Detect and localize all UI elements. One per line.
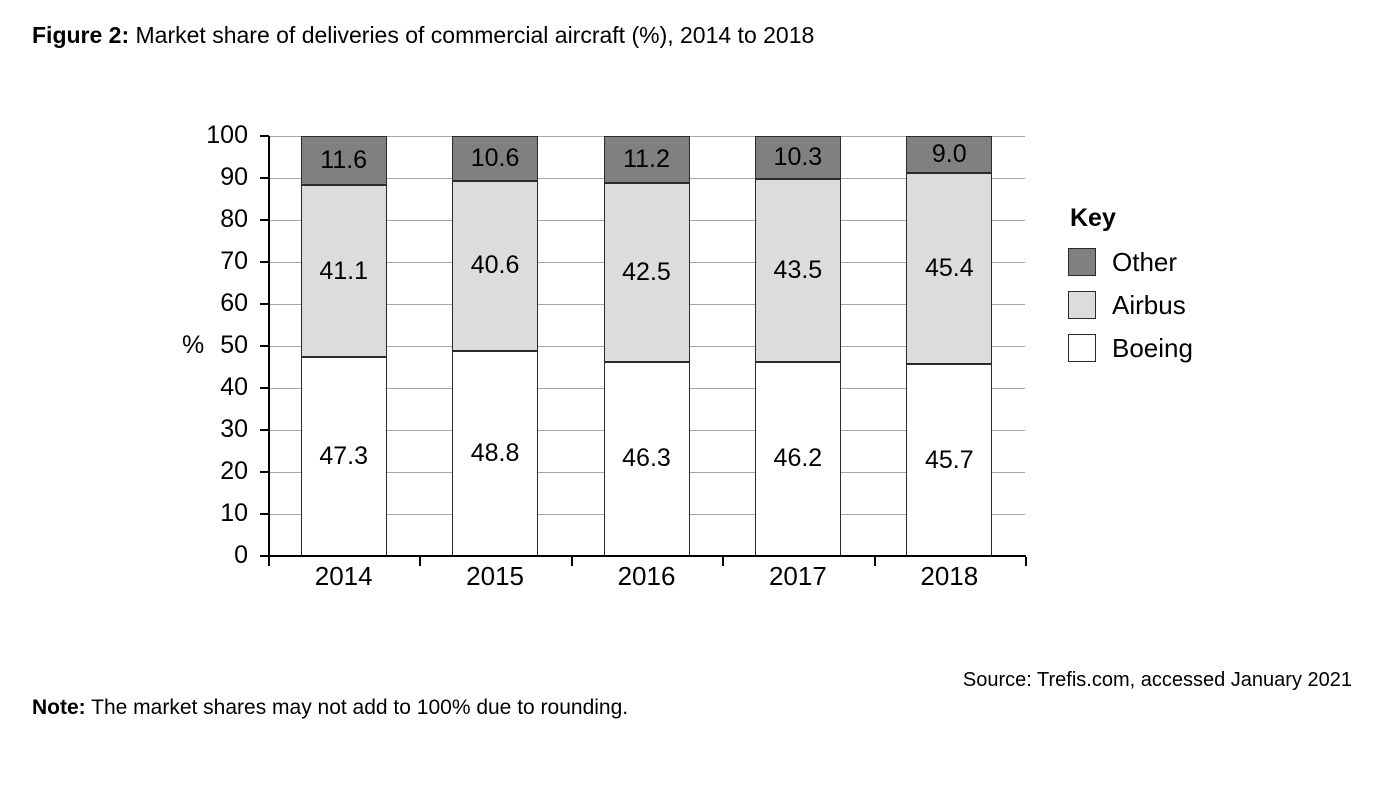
bar-segment-boeing[interactable]: 47.3 [300, 357, 387, 556]
bar-value-label: 45.4 [924, 254, 974, 283]
legend-item[interactable]: Other [1068, 240, 1193, 283]
bar-segment-other[interactable]: 11.6 [300, 136, 387, 185]
y-tick-label: 80 [220, 205, 248, 233]
x-tick-mark [570, 557, 573, 566]
x-tick-mark [268, 557, 270, 566]
bar-segment-airbus[interactable]: 42.5 [603, 183, 690, 362]
bar-value-label: 46.3 [622, 444, 671, 473]
y-tick-label: 40 [220, 373, 248, 401]
x-tick-label: 2016 [617, 561, 676, 591]
footnote: Note: The market shares may not add to 1… [32, 694, 628, 722]
chart-container: 47.3 41.1 11.6 48.8 40.6 10.6 46.3 42.5 11.2 46.2… [182, 121, 1193, 592]
bar-value-label: 45.7 [924, 445, 974, 474]
y-tick-mark [260, 261, 269, 263]
bar-value-label: 47.3 [319, 442, 369, 471]
x-tick-mark [419, 557, 422, 566]
legend-swatch-icon [1068, 247, 1096, 276]
y-tick-label: 70 [220, 247, 248, 275]
plot-area: 47.3 41.1 11.6 48.8 40.6 10.6 46.3 42.5 11.2 46.2… [268, 135, 1025, 556]
y-tick-mark [260, 555, 269, 557]
x-tick-mark [722, 557, 725, 566]
footnote-text: The market shares may not add to 100% du… [85, 696, 629, 719]
y-tick-label: 100 [206, 121, 248, 149]
y-tick-mark [260, 177, 269, 179]
bar-value-label: 10.3 [773, 143, 823, 172]
footnote-label: Note: [32, 696, 86, 719]
x-tick-label: 2014 [314, 561, 373, 591]
y-tick-label: 10 [220, 499, 248, 527]
bar-value-label: 11.2 [623, 145, 670, 174]
legend-label: Boeing [1112, 332, 1193, 363]
figure-number-label: Figure 2: [32, 22, 130, 48]
bar-value-label: 11.6 [320, 145, 368, 174]
bar-value-label: 46.2 [773, 444, 823, 473]
bar-value-label: 41.1 [319, 256, 369, 285]
y-tick-label: 30 [220, 415, 248, 443]
bar-segment-boeing[interactable]: 48.8 [452, 351, 539, 556]
bar-segment-other[interactable]: 11.2 [603, 136, 690, 184]
y-axis-line [268, 136, 270, 557]
bar-value-label: 43.5 [773, 256, 823, 285]
x-axis-line [268, 555, 1026, 557]
bar-segment-airbus[interactable]: 41.1 [300, 184, 387, 358]
y-tick-mark [260, 303, 269, 305]
y-tick-mark [260, 429, 269, 431]
legend-item[interactable]: Airbus [1068, 283, 1193, 326]
bar-value-label: 42.5 [622, 257, 671, 286]
y-tick-label: 60 [220, 289, 248, 317]
bar-value-label: 10.6 [470, 143, 520, 172]
y-tick-label: 90 [220, 163, 248, 191]
y-tick-mark [260, 387, 269, 389]
legend-item[interactable]: Boeing [1068, 326, 1193, 369]
y-tick-label: 20 [220, 457, 248, 485]
bar-segment-airbus[interactable]: 45.4 [906, 173, 993, 365]
x-tick-mark [1025, 557, 1027, 566]
bar-segment-other[interactable]: 10.6 [452, 136, 539, 181]
x-tick-mark [873, 557, 876, 566]
page-title: Figure 2: Market share of deliveries of … [32, 20, 814, 50]
legend-label: Other [1112, 246, 1178, 277]
bar-segment-boeing[interactable]: 45.7 [906, 364, 993, 556]
x-tick-label: 2018 [920, 561, 979, 591]
y-tick-mark [260, 219, 269, 221]
y-tick-mark [260, 471, 269, 473]
y-axis-label: % [182, 331, 205, 359]
legend-swatch-icon [1068, 290, 1096, 319]
y-tick-mark [260, 135, 269, 137]
bar-segment-other[interactable]: 9.0 [906, 135, 993, 174]
x-tick-label: 2017 [768, 561, 827, 591]
bar-segment-boeing[interactable]: 46.2 [754, 361, 841, 556]
legend-title: Key [1070, 204, 1116, 232]
bar-segment-boeing[interactable]: 46.3 [603, 361, 690, 556]
bar-segment-other[interactable]: 10.3 [754, 136, 841, 180]
y-tick-label: 50 [220, 331, 248, 359]
bar-value-label: 40.6 [470, 251, 520, 280]
y-tick-label: 0 [234, 541, 248, 569]
bar-segment-airbus[interactable]: 40.6 [452, 180, 539, 352]
bar-value-label: 48.8 [470, 439, 520, 468]
legend-items: Other Airbus Boeing [1068, 240, 1193, 369]
legend-swatch-icon [1068, 333, 1096, 362]
x-tick-label: 2015 [466, 561, 525, 591]
y-tick-mark [260, 345, 269, 347]
chart-legend: Key Other Airbus Boeing [1068, 203, 1193, 369]
y-tick-mark [260, 513, 269, 515]
bar-value-label: 9.0 [931, 139, 967, 168]
figure-title-text: Market share of deliveries of commercial… [129, 22, 815, 48]
legend-label: Airbus [1112, 289, 1186, 320]
bar-segment-airbus[interactable]: 43.5 [754, 179, 841, 362]
source-note: Source: Trefis.com, accessed January 202… [962, 669, 1352, 691]
